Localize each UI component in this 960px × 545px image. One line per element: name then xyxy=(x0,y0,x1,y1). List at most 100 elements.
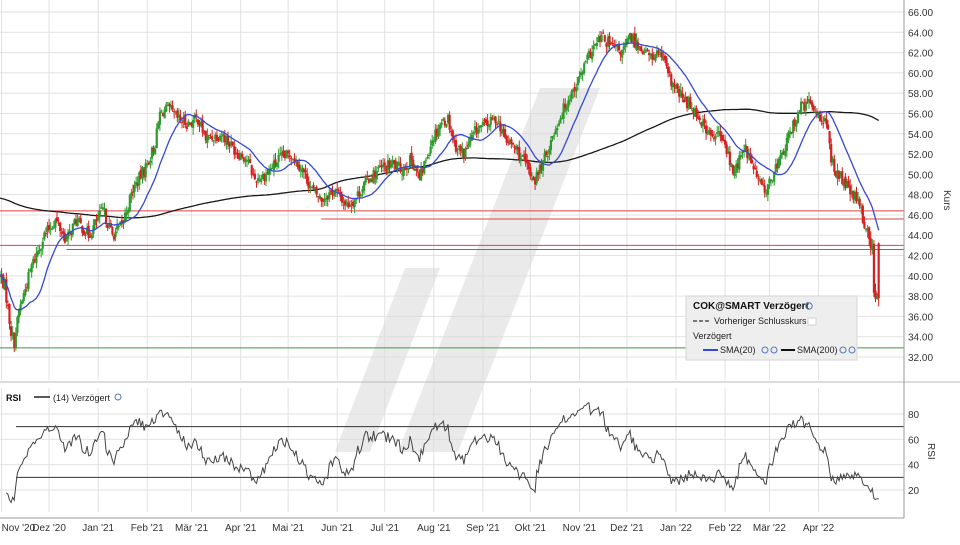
candle-body xyxy=(285,150,288,158)
candle-body xyxy=(494,116,497,124)
candle-body xyxy=(6,304,10,306)
candle-body xyxy=(76,219,79,227)
candle-body xyxy=(434,129,437,142)
candle-body xyxy=(421,168,424,173)
candle-body xyxy=(306,173,309,184)
candle-body xyxy=(412,159,415,169)
candle-body xyxy=(545,151,548,155)
gear-icon[interactable] xyxy=(770,346,778,354)
candle-body xyxy=(364,176,367,183)
y-tick-label: 36.00 xyxy=(908,312,933,323)
candle-body xyxy=(176,110,179,118)
y-tick-label: 62.00 xyxy=(908,49,933,60)
candle-body xyxy=(165,104,168,112)
candle-body xyxy=(549,139,553,150)
candle-body xyxy=(101,207,105,210)
candle-body xyxy=(595,42,598,47)
candle-body xyxy=(782,151,785,154)
candle-body xyxy=(142,169,146,176)
candle-body xyxy=(253,173,256,180)
candle-body xyxy=(871,245,874,250)
candle-body xyxy=(507,141,510,143)
candle-body xyxy=(32,258,35,265)
candle-body xyxy=(24,289,27,296)
candle-body xyxy=(763,185,766,193)
gear-icon[interactable] xyxy=(805,302,813,310)
y-tick-label: 40.00 xyxy=(908,272,933,283)
candle-body xyxy=(671,83,674,88)
candle-body xyxy=(104,208,108,224)
candle-body xyxy=(372,169,375,184)
candle-body xyxy=(184,114,187,126)
candle-body xyxy=(82,230,86,235)
legend-box: COK@SMART Verzögert Vorheriger Schlussku… xyxy=(685,295,858,361)
candle-body xyxy=(13,333,16,348)
candle-body xyxy=(218,135,222,141)
candle-body xyxy=(541,160,545,171)
candle-body xyxy=(603,35,606,42)
candle-body xyxy=(22,293,25,302)
candle-body xyxy=(204,130,207,141)
candle-body xyxy=(139,169,143,179)
candle-body xyxy=(861,205,864,223)
candle-body xyxy=(420,168,423,181)
candle-body xyxy=(331,189,334,195)
candle-body xyxy=(397,161,401,163)
candle-body xyxy=(597,37,600,42)
candle-body xyxy=(317,196,320,198)
candle-body xyxy=(708,129,711,134)
candle-body xyxy=(161,112,165,117)
candle-body xyxy=(543,153,546,163)
candle-body xyxy=(796,112,800,123)
candle-body xyxy=(402,167,405,176)
candle-body xyxy=(703,118,706,124)
gear-icon[interactable] xyxy=(114,393,122,401)
candle-body xyxy=(93,219,97,226)
candle-body xyxy=(377,167,380,169)
candle-body xyxy=(673,84,676,88)
candle-body xyxy=(280,152,283,156)
candle-body xyxy=(875,298,879,300)
candle-body xyxy=(442,118,445,121)
candle-body xyxy=(475,127,478,133)
candle-body xyxy=(681,92,684,98)
candle-body xyxy=(591,51,594,60)
candle-body xyxy=(432,140,435,143)
gear-icon[interactable] xyxy=(761,346,769,354)
candle-body xyxy=(27,271,30,289)
candle-body xyxy=(627,37,630,40)
candle-body xyxy=(744,144,747,151)
candle-body xyxy=(5,279,8,303)
candle-body xyxy=(146,163,149,165)
candle-body xyxy=(408,155,412,168)
candle-body xyxy=(443,120,446,126)
candle-body xyxy=(323,198,326,202)
x-tick-label: Mai '21 xyxy=(272,523,304,534)
candle-body xyxy=(309,186,312,188)
candle-body xyxy=(177,114,181,118)
candle-body xyxy=(133,184,136,192)
candle-body xyxy=(472,132,475,134)
candle-body xyxy=(853,192,857,200)
candle-body xyxy=(608,35,611,46)
gear-icon[interactable] xyxy=(839,346,847,354)
axes: 66.00 64.00 62.00 60.00 58.00 56.00 54.00 52.00… xyxy=(0,0,952,534)
candle-body xyxy=(173,111,176,113)
candle-body xyxy=(242,157,245,162)
candle-body xyxy=(801,102,804,104)
candle-body xyxy=(625,38,629,45)
candle-body xyxy=(562,103,565,119)
candle-body xyxy=(144,163,147,178)
candle-body xyxy=(116,225,119,230)
candle-body xyxy=(418,172,421,180)
rsi-tick-label: 80 xyxy=(908,410,920,421)
candle-body xyxy=(834,171,838,177)
candle-body xyxy=(866,228,869,231)
gear-icon[interactable] xyxy=(848,346,856,354)
watermark-stroke xyxy=(335,268,440,452)
visibility-toggle[interactable] xyxy=(807,317,817,326)
candle-body xyxy=(830,144,833,163)
candle-body xyxy=(44,233,48,235)
candle-body xyxy=(264,174,268,182)
candle-body xyxy=(462,148,465,160)
